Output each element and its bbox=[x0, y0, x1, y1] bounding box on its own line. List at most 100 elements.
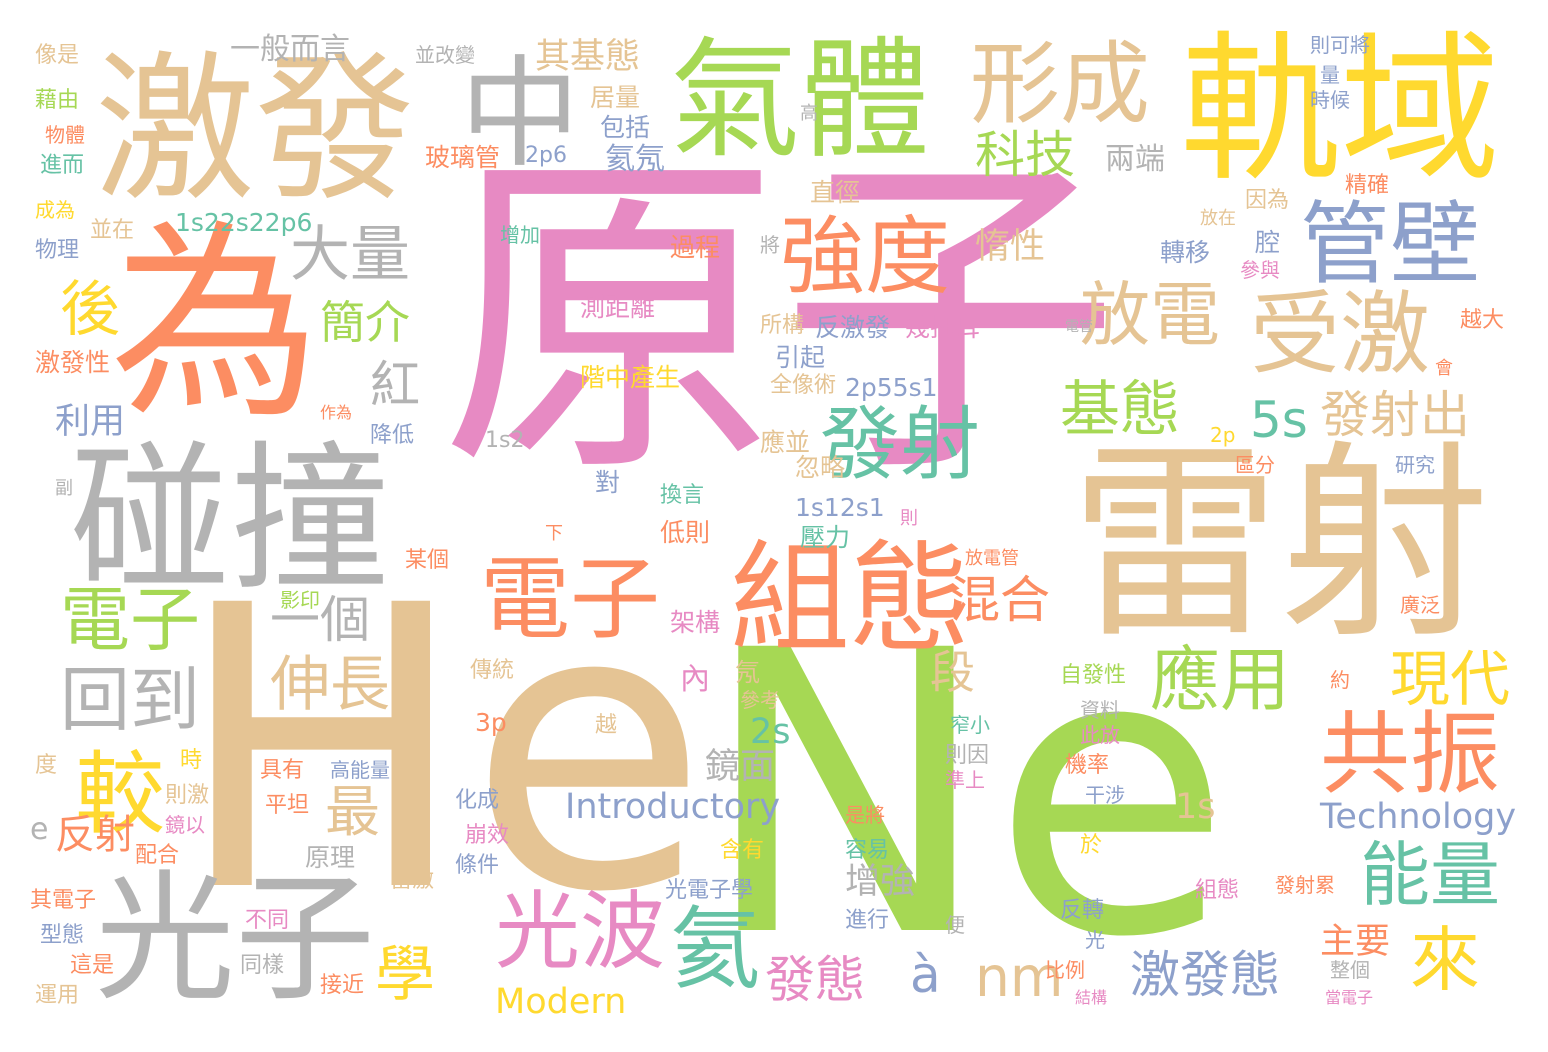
word: 於 bbox=[1080, 833, 1103, 858]
word: 因為 bbox=[1245, 188, 1290, 213]
word: Technology bbox=[1320, 797, 1517, 837]
word: 將 bbox=[760, 233, 780, 257]
word: 利用 bbox=[55, 402, 126, 442]
word: 主要 bbox=[1320, 922, 1391, 962]
word: 幾托耳 bbox=[905, 313, 981, 342]
word: 一般而言 bbox=[230, 32, 350, 67]
word: 量 bbox=[1320, 63, 1340, 87]
word: 接近 bbox=[320, 973, 365, 998]
word: 其基態 bbox=[535, 37, 641, 77]
word: 約 bbox=[1330, 668, 1350, 692]
word: 便 bbox=[945, 913, 965, 937]
word: 高能量 bbox=[330, 758, 390, 782]
word: 越 bbox=[595, 713, 618, 738]
word: 碰撞 bbox=[70, 426, 391, 613]
word: 較 bbox=[75, 742, 165, 847]
word: 激發性 bbox=[35, 348, 111, 377]
word: 電子 bbox=[480, 547, 660, 652]
word: 干涉 bbox=[1085, 783, 1125, 807]
word: 科技 bbox=[975, 126, 1075, 184]
word: 段 bbox=[930, 646, 976, 699]
word: 影印 bbox=[280, 588, 320, 612]
word: 並在 bbox=[90, 218, 135, 243]
word: 共振 bbox=[1320, 702, 1500, 807]
word: 物體 bbox=[45, 123, 85, 147]
word: 窄小 bbox=[950, 713, 990, 737]
word: 忽略 bbox=[795, 453, 846, 482]
word: 下 bbox=[545, 523, 563, 544]
word: 配合 bbox=[135, 843, 180, 868]
word: 高 bbox=[800, 103, 818, 124]
word: 自發性 bbox=[1060, 663, 1127, 688]
word: 應用 bbox=[1150, 639, 1290, 721]
word: 氦氖 bbox=[605, 142, 665, 177]
word: 不同 bbox=[245, 908, 290, 933]
word: 激發態 bbox=[1130, 946, 1280, 1004]
word: 放電管 bbox=[965, 548, 1019, 569]
word: Introductory bbox=[565, 787, 781, 827]
word: 惰性 bbox=[975, 227, 1046, 267]
word: 此放 bbox=[1080, 723, 1120, 747]
word: 研究 bbox=[1395, 453, 1435, 477]
word: 結構 bbox=[1075, 988, 1108, 1007]
word: 度 bbox=[35, 753, 58, 778]
word: 測距離 bbox=[580, 293, 656, 322]
word: 發射 bbox=[820, 398, 980, 491]
word: 時 bbox=[180, 748, 203, 773]
word: 發態 bbox=[765, 951, 865, 1009]
word: 1s22s22p6 bbox=[175, 208, 313, 237]
word: 進而 bbox=[40, 153, 85, 178]
word: 後 bbox=[60, 275, 120, 345]
word: 原理 bbox=[305, 843, 356, 872]
word: 則可將 bbox=[1310, 33, 1370, 57]
word: 比例 bbox=[1045, 958, 1085, 982]
word: 成為 bbox=[35, 198, 75, 222]
word: 藉由 bbox=[35, 88, 80, 113]
word: 2p6 bbox=[525, 143, 567, 168]
word: 對 bbox=[595, 468, 621, 497]
word: 降低 bbox=[370, 423, 415, 448]
word: 增強 bbox=[845, 862, 916, 902]
word: 簡介 bbox=[320, 296, 411, 349]
word: 精確 bbox=[1345, 173, 1390, 198]
word: 機率 bbox=[1065, 753, 1110, 778]
word: 鏡以 bbox=[165, 813, 205, 837]
word: 廣泛 bbox=[1400, 593, 1440, 617]
word: 傳統 bbox=[470, 658, 515, 683]
word: 並改變 bbox=[415, 43, 475, 67]
word: 紅 bbox=[370, 356, 420, 414]
word: 雷射 bbox=[1070, 422, 1491, 667]
word: 2s bbox=[750, 712, 791, 752]
word: 運用 bbox=[35, 983, 80, 1008]
word: 最 bbox=[325, 780, 381, 844]
word: 崩效 bbox=[465, 823, 510, 848]
word: 中 bbox=[460, 45, 580, 184]
word: 準上 bbox=[945, 768, 985, 792]
word: Ne bbox=[700, 568, 1232, 1022]
word: 玻璃管 bbox=[425, 143, 501, 172]
word: 兩端 bbox=[1105, 142, 1165, 177]
word: 1s2 bbox=[485, 428, 525, 453]
word: 是將 bbox=[845, 803, 885, 827]
word: 管壁 bbox=[1300, 192, 1480, 297]
word: 包括 bbox=[600, 113, 651, 142]
word: 能量 bbox=[1360, 834, 1500, 916]
word: 階中產生 bbox=[580, 363, 681, 392]
word: 為 bbox=[110, 202, 321, 447]
word: 壓力 bbox=[800, 523, 851, 552]
word: 發射出 bbox=[1320, 386, 1470, 444]
word: 這是 bbox=[70, 953, 115, 978]
word: 光波 bbox=[495, 883, 666, 982]
word: Modern bbox=[495, 982, 627, 1022]
word: 學 bbox=[375, 940, 435, 1010]
word: 當激 bbox=[390, 868, 435, 893]
word: 像是 bbox=[35, 43, 80, 68]
word: 鏡面 bbox=[705, 747, 776, 787]
word: 發射累 bbox=[1275, 873, 1335, 897]
word: 2p55s1 bbox=[845, 373, 938, 402]
word: 光 bbox=[1085, 928, 1105, 952]
word: 容易 bbox=[845, 838, 890, 863]
word: 回到 bbox=[60, 659, 200, 741]
word: 腔 bbox=[1255, 228, 1281, 257]
word: 其電子 bbox=[30, 888, 97, 913]
